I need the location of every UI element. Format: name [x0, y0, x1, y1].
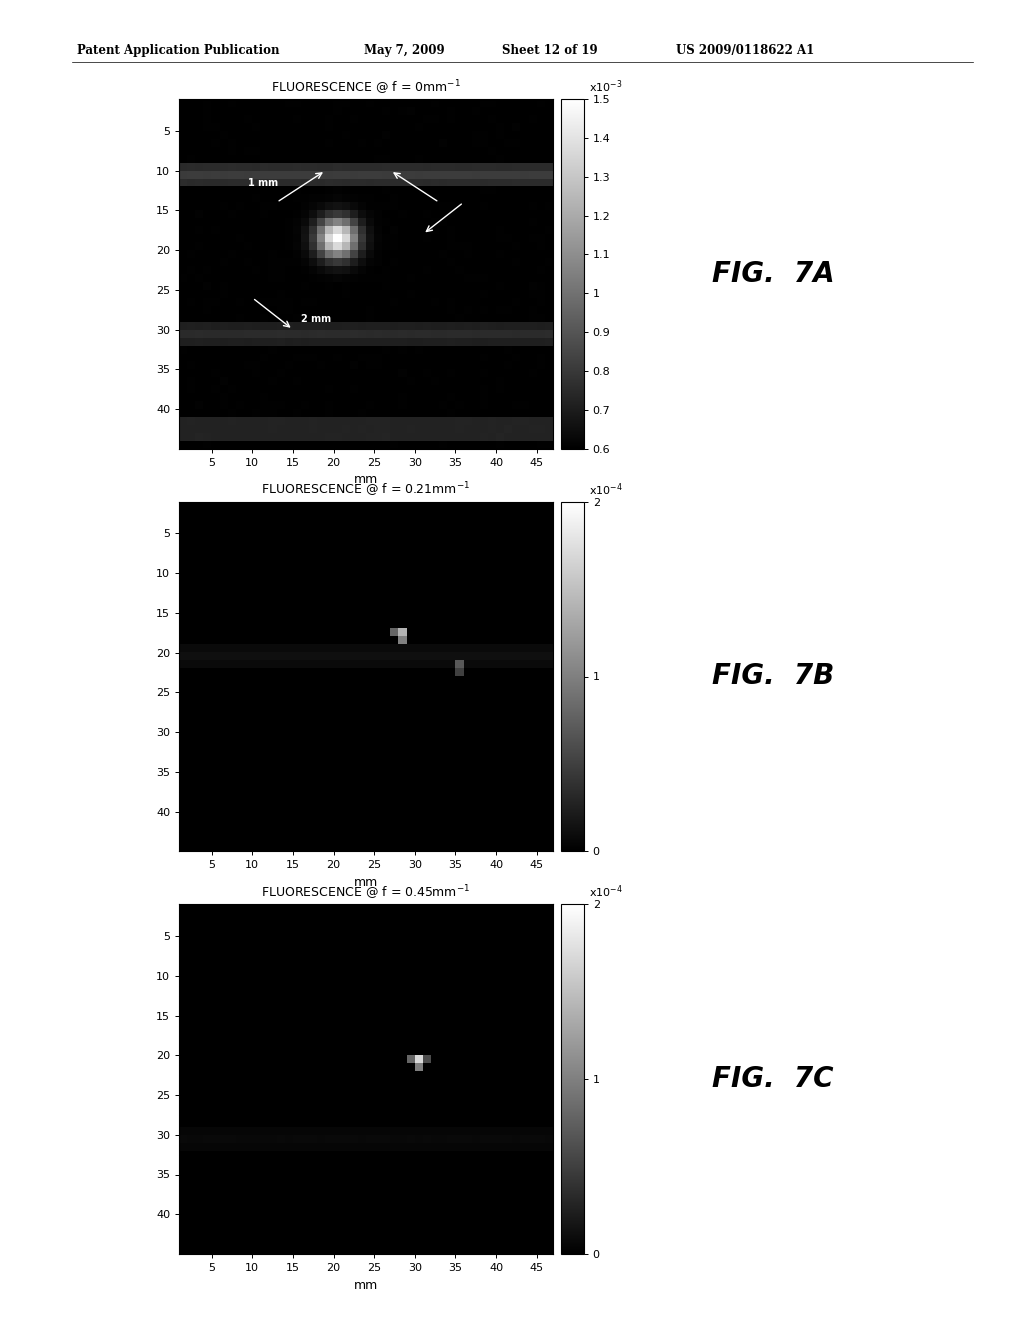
- Text: x10$^{-4}$: x10$^{-4}$: [589, 883, 623, 900]
- Text: Sheet 12 of 19: Sheet 12 of 19: [502, 44, 597, 57]
- Text: US 2009/0118622 A1: US 2009/0118622 A1: [676, 44, 814, 57]
- Text: FIG.  7A: FIG. 7A: [712, 260, 835, 288]
- Text: 2 mm: 2 mm: [301, 314, 331, 323]
- Title: FLUORESCENCE @ f = 0mm$^{-1}$: FLUORESCENCE @ f = 0mm$^{-1}$: [271, 78, 461, 96]
- Title: FLUORESCENCE @ f = 0.21mm$^{-1}$: FLUORESCENCE @ f = 0.21mm$^{-1}$: [261, 480, 471, 499]
- Text: 1 mm: 1 mm: [248, 178, 279, 189]
- Text: May 7, 2009: May 7, 2009: [364, 44, 444, 57]
- Title: FLUORESCENCE @ f = 0.45mm$^{-1}$: FLUORESCENCE @ f = 0.45mm$^{-1}$: [261, 883, 471, 902]
- X-axis label: mm: mm: [354, 876, 378, 888]
- X-axis label: mm: mm: [354, 474, 378, 486]
- Text: Patent Application Publication: Patent Application Publication: [77, 44, 280, 57]
- Text: x10$^{-4}$: x10$^{-4}$: [589, 480, 623, 498]
- Text: FIG.  7B: FIG. 7B: [712, 663, 834, 690]
- X-axis label: mm: mm: [354, 1279, 378, 1291]
- Text: x10$^{-3}$: x10$^{-3}$: [589, 78, 623, 95]
- Text: FIG.  7C: FIG. 7C: [712, 1065, 834, 1093]
